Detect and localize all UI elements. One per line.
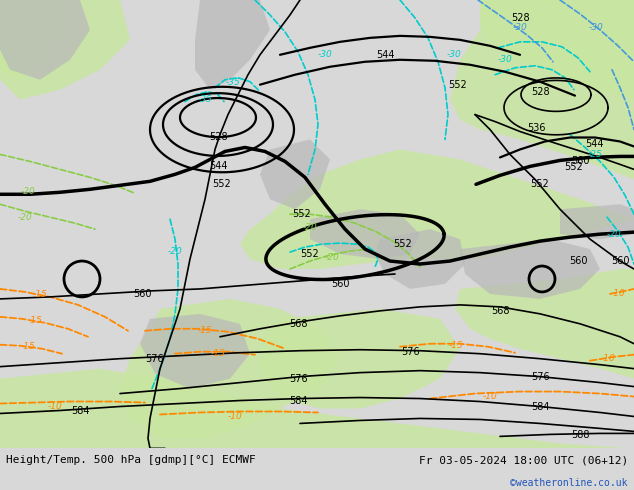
Text: ©weatheronline.co.uk: ©weatheronline.co.uk <box>510 478 628 488</box>
Text: 552: 552 <box>212 179 231 189</box>
Text: -10: -10 <box>228 412 242 421</box>
Text: 560: 560 <box>611 256 630 266</box>
Text: 552: 552 <box>293 209 311 219</box>
Text: -25: -25 <box>588 150 602 159</box>
Text: 536: 536 <box>527 122 545 132</box>
Text: 588: 588 <box>571 430 589 441</box>
Text: -15: -15 <box>28 317 42 325</box>
Polygon shape <box>0 0 60 80</box>
Text: 528: 528 <box>531 87 549 97</box>
Text: -35: -35 <box>226 78 240 87</box>
Text: 576: 576 <box>401 347 419 357</box>
Text: -20: -20 <box>607 230 621 239</box>
Text: -15: -15 <box>198 326 212 335</box>
Text: 584: 584 <box>531 401 549 412</box>
Text: 584: 584 <box>71 407 89 416</box>
Text: -10: -10 <box>482 392 498 401</box>
Text: 552: 552 <box>565 162 583 172</box>
Text: 576: 576 <box>531 371 549 382</box>
Text: 544: 544 <box>376 50 394 60</box>
Polygon shape <box>310 209 420 259</box>
Text: 560: 560 <box>571 156 589 167</box>
Text: 544: 544 <box>209 161 227 172</box>
Text: 568: 568 <box>288 319 307 329</box>
Polygon shape <box>460 239 600 299</box>
Text: -30: -30 <box>446 50 462 59</box>
Polygon shape <box>200 0 634 269</box>
Polygon shape <box>0 0 90 80</box>
Text: 576: 576 <box>288 373 307 384</box>
Text: 528: 528 <box>511 13 529 23</box>
Text: 568: 568 <box>491 306 509 316</box>
Text: -20: -20 <box>325 252 339 262</box>
Text: Height/Temp. 500 hPa [gdmp][°C] ECMWF: Height/Temp. 500 hPa [gdmp][°C] ECMWF <box>6 455 256 466</box>
Text: -20: -20 <box>18 213 32 221</box>
Text: -15: -15 <box>21 342 36 351</box>
Polygon shape <box>450 0 634 179</box>
Text: -30: -30 <box>588 24 604 32</box>
Text: 552: 552 <box>531 179 550 189</box>
Text: 544: 544 <box>585 140 603 149</box>
Text: 552: 552 <box>394 239 412 249</box>
Text: -35: -35 <box>198 95 212 104</box>
Polygon shape <box>260 140 330 209</box>
Text: Fr 03-05-2024 18:00 UTC (06+12): Fr 03-05-2024 18:00 UTC (06+12) <box>418 455 628 466</box>
Polygon shape <box>260 309 460 409</box>
Text: 528: 528 <box>209 132 228 143</box>
Text: -10: -10 <box>600 354 616 363</box>
Polygon shape <box>120 299 340 439</box>
Polygon shape <box>480 0 634 99</box>
Text: -20: -20 <box>302 222 318 232</box>
Text: -15: -15 <box>449 341 463 350</box>
Polygon shape <box>560 204 634 239</box>
Text: 552: 552 <box>301 249 320 259</box>
Polygon shape <box>0 368 634 448</box>
Text: -20: -20 <box>167 246 183 256</box>
Polygon shape <box>375 229 465 289</box>
Polygon shape <box>0 0 130 99</box>
Text: -10: -10 <box>611 290 625 298</box>
Text: 576: 576 <box>146 354 164 364</box>
Polygon shape <box>455 269 634 379</box>
Text: -20: -20 <box>21 187 36 196</box>
Polygon shape <box>195 0 270 90</box>
Text: -15: -15 <box>32 291 48 299</box>
Text: 584: 584 <box>288 395 307 406</box>
Text: -10: -10 <box>48 402 62 411</box>
Polygon shape <box>140 314 250 389</box>
Text: 560: 560 <box>331 279 349 289</box>
Text: 560: 560 <box>133 289 152 299</box>
Text: 552: 552 <box>449 80 467 90</box>
Text: -30: -30 <box>318 50 332 59</box>
Text: -30: -30 <box>513 24 527 32</box>
Text: 560: 560 <box>569 256 587 266</box>
Text: -30: -30 <box>498 55 512 64</box>
Text: -15: -15 <box>210 349 225 358</box>
